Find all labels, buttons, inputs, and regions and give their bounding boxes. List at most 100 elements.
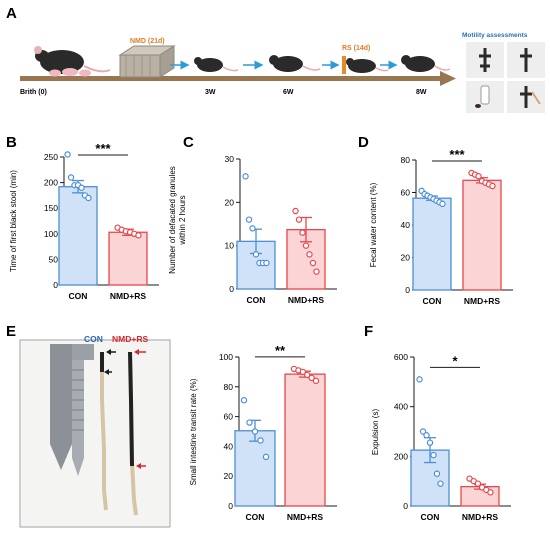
data-point — [292, 207, 299, 215]
category-label: NMD+RS — [288, 295, 324, 305]
data-point — [251, 428, 259, 435]
y-tick-label: 50 — [49, 254, 59, 264]
data-point — [240, 397, 248, 404]
y-tick-label: 0 — [228, 501, 233, 511]
bar — [234, 430, 276, 507]
data-point — [246, 419, 253, 426]
data-point — [252, 251, 260, 258]
timeline-start-label: Brith (0) — [20, 89, 47, 96]
panel-label-e: E — [6, 323, 16, 340]
bar — [58, 186, 98, 286]
y-axis-label: Number of defacated granuleswithin 2 hou… — [168, 166, 187, 274]
panel-label-c: C — [183, 134, 194, 151]
y-tick-label: 100 — [44, 229, 58, 239]
significance-mark: *** — [449, 147, 465, 162]
data-point — [416, 376, 423, 383]
chart-f: 0 200 400 600 Expulsion (s) CON NMD+RS * — [371, 352, 511, 522]
category-label: NMD+RS — [287, 512, 323, 522]
data-point — [439, 200, 446, 208]
timeline-6w-label: 6W — [283, 89, 294, 96]
data-point — [263, 259, 270, 267]
bar — [412, 197, 452, 291]
data-point — [308, 374, 315, 382]
category-label: NMD+RS — [110, 291, 146, 301]
rs-label: RS (14d) — [342, 45, 370, 52]
data-point — [249, 225, 256, 232]
y-tick-label: 20 — [401, 253, 411, 263]
data-point — [306, 251, 313, 258]
data-point — [85, 194, 92, 202]
y-tick-label: 60 — [401, 188, 411, 198]
panel-label-f: F — [364, 323, 373, 340]
data-point — [433, 470, 441, 477]
mouse-6w-icon — [269, 55, 321, 72]
y-tick-label: 100 — [219, 352, 233, 362]
category-label: NMD+RS — [462, 512, 498, 522]
mouse-transit-icon — [520, 48, 532, 72]
y-tick-label: 250 — [44, 152, 58, 162]
data-point — [312, 377, 320, 385]
y-tick-label: 20 — [224, 471, 234, 481]
y-tick-label: 40 — [401, 220, 411, 230]
data-point — [419, 428, 427, 435]
nmd-label: NMD (21d) — [130, 38, 165, 45]
bar — [284, 373, 326, 507]
y-axis-label: Expulsion (s) — [371, 409, 380, 456]
y-tick-label: 10 — [225, 241, 235, 251]
timeline-8w-label: 8W — [416, 89, 427, 96]
data-point — [304, 371, 311, 379]
stool-icon — [475, 104, 481, 108]
data-point — [302, 242, 310, 249]
mouse-supine-icon — [479, 48, 491, 72]
mouse-8w-icon — [401, 55, 451, 72]
panel-label-b: B — [6, 134, 17, 151]
data-point — [262, 453, 270, 461]
y-tick-label: 0 — [405, 285, 410, 295]
ruler-icon — [50, 344, 94, 476]
category-label: CON — [69, 291, 88, 301]
data-point — [242, 173, 249, 180]
data-point — [437, 480, 444, 487]
mother-mouse-icon — [34, 46, 111, 77]
y-tick-label: 200 — [44, 178, 58, 188]
data-point — [299, 368, 306, 376]
data-point — [475, 173, 482, 180]
y-tick-label: 80 — [401, 155, 411, 165]
panel-label-a: A — [6, 5, 17, 22]
category-label: CON — [247, 295, 266, 305]
data-point — [313, 268, 320, 275]
data-point — [245, 216, 253, 223]
category-label: CON — [246, 512, 265, 522]
y-tick-label: 80 — [224, 382, 234, 392]
y-axis-label: Time of first black stool (min) — [9, 170, 18, 272]
con-intestine — [100, 352, 108, 511]
timeline-3w-label: 3W — [205, 89, 216, 96]
y-tick-label: 40 — [224, 441, 234, 451]
significance-mark: * — [452, 353, 458, 368]
data-point — [430, 451, 437, 459]
y-tick-label: 200 — [394, 451, 408, 461]
data-point — [78, 184, 85, 191]
significance-mark: *** — [95, 141, 111, 156]
y-axis-label: Fecal water content (%) — [369, 182, 378, 267]
data-point — [67, 174, 75, 181]
y-axis-label: Small intestine transit rate (%) — [189, 378, 198, 485]
category-label: NMD+RS — [464, 296, 500, 306]
y-tick-label: 150 — [44, 203, 58, 213]
y-tick-label: 0 — [229, 284, 234, 294]
y-tick-label: 20 — [225, 197, 235, 207]
y-tick-label: 600 — [394, 352, 408, 362]
y-tick-label: 30 — [225, 154, 235, 164]
rs-mouse-icon — [342, 56, 389, 74]
category-label: CON — [421, 512, 440, 522]
chart-e: 0 20 40 60 80 100 Small intestine transit rate… — [189, 343, 337, 522]
y-tick-label: 0 — [53, 280, 58, 290]
bar — [462, 179, 502, 291]
y-tick-label: 0 — [403, 501, 408, 511]
significance-mark: ** — [275, 343, 286, 358]
motility-title: Motility assessments — [462, 32, 528, 39]
chart-b: 0 50 100 150 200 250 Time of first black stool… — [9, 141, 159, 301]
mouse-expulsion-icon — [520, 86, 532, 108]
mouse-3w-icon — [194, 57, 239, 72]
